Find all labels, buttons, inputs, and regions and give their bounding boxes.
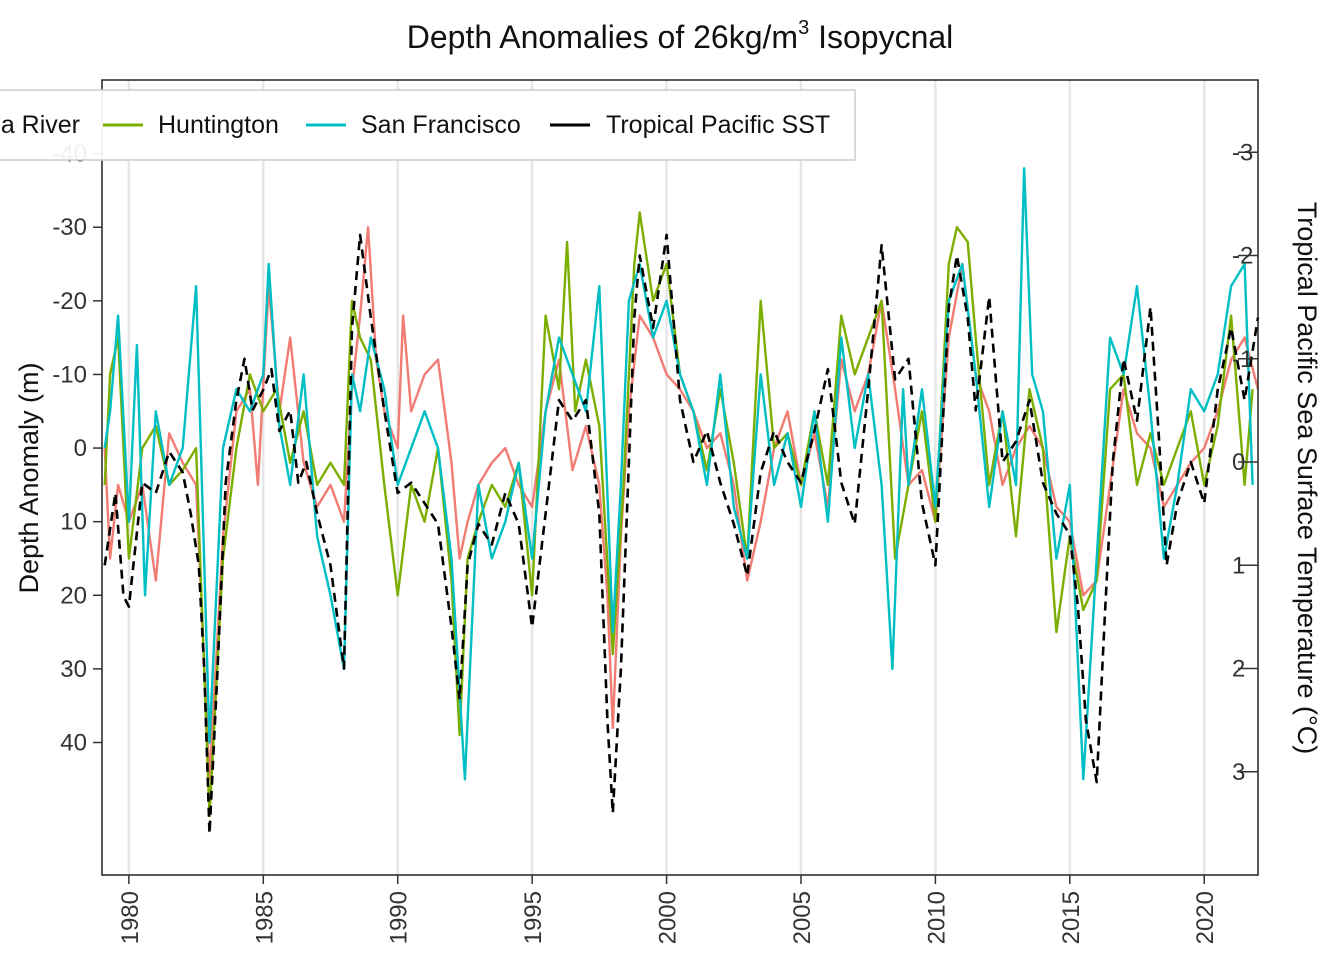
chart-title-main: Depth Anomalies of 26kg/m	[407, 19, 798, 55]
y-tick-label-40: 40	[60, 730, 87, 757]
y2-tick-label-1: 1	[1232, 552, 1245, 579]
y-tick-label-10: -10	[52, 361, 87, 388]
x-tick-label-2015: 2015	[1058, 891, 1085, 944]
series-lines	[103, 167, 1260, 835]
series-line-san-francisco	[103, 167, 1254, 781]
legend-label-huntington: Huntington	[158, 111, 279, 139]
x-tick-label-1990: 1990	[386, 891, 413, 944]
x-tick-label-1985: 1985	[251, 891, 278, 944]
y2-tick-label-3: -3	[1232, 139, 1253, 166]
y-axis-label: Depth Anomaly (m)	[14, 362, 44, 593]
y2-tick-label-2: -2	[1232, 243, 1253, 270]
y-tick-label-20: 20	[60, 582, 87, 609]
y2-tick-label-2: 2	[1232, 656, 1245, 683]
x-tick-label-2010: 2010	[923, 891, 950, 944]
y2-axis-label: Tropical Pacific Sea Surface Temperature…	[1292, 202, 1322, 755]
y-tick-label-0: 0	[74, 435, 87, 462]
chart-title-superscript: 3	[798, 17, 809, 39]
y2-tick-label-0: 0	[1232, 449, 1245, 476]
legend-label-tropical-pacific-sst: Tropical Pacific SST	[606, 111, 830, 139]
y2-tick-label-1: -1	[1232, 346, 1253, 373]
legend-label-a-river: a River	[1, 111, 80, 139]
x-tick-label-1980: 1980	[117, 891, 144, 944]
y-tick-label-30: 30	[60, 656, 87, 683]
x-tick-label-2000: 2000	[655, 891, 682, 944]
legend: a River Huntington San Francisco Tropica…	[0, 89, 856, 161]
series-line-tropical-pacific-sst	[103, 233, 1260, 835]
x-tick-label-2020: 2020	[1192, 891, 1219, 944]
legend-label-san-francisco: San Francisco	[361, 111, 521, 139]
x-tick-label-2005: 2005	[789, 891, 816, 944]
y-tick-label-30: -30	[52, 214, 87, 241]
y-tick-label-20: -20	[52, 288, 87, 315]
chart-title-suffix: Isopycnal	[809, 19, 953, 55]
plot-frame	[101, 79, 1259, 876]
chart-title: Depth Anomalies of 26kg/m3 Isopycnal	[407, 17, 954, 55]
axes: 1980 1985 1990 1995 2000 2005 2010 2015 2020-30-…	[52, 139, 1258, 944]
y2-tick-label-3: 3	[1232, 759, 1245, 786]
y-tick-label-10: 10	[60, 509, 87, 536]
x-tick-label-1995: 1995	[520, 891, 547, 944]
